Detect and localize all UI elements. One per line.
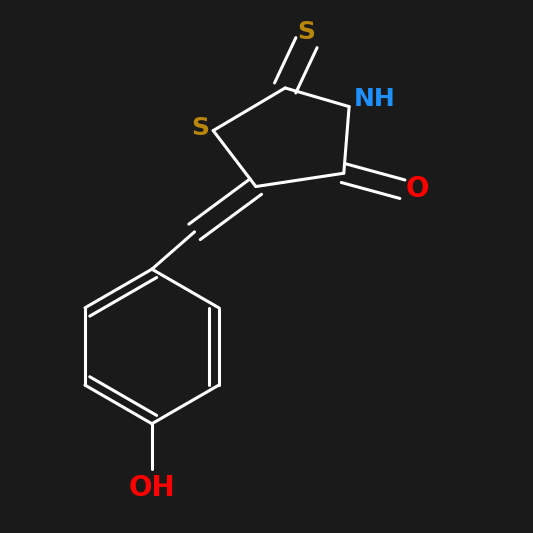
Text: O: O bbox=[406, 175, 429, 203]
Text: NH: NH bbox=[354, 86, 395, 111]
Text: S: S bbox=[297, 20, 316, 44]
Text: S: S bbox=[191, 116, 209, 140]
Text: OH: OH bbox=[128, 474, 175, 502]
